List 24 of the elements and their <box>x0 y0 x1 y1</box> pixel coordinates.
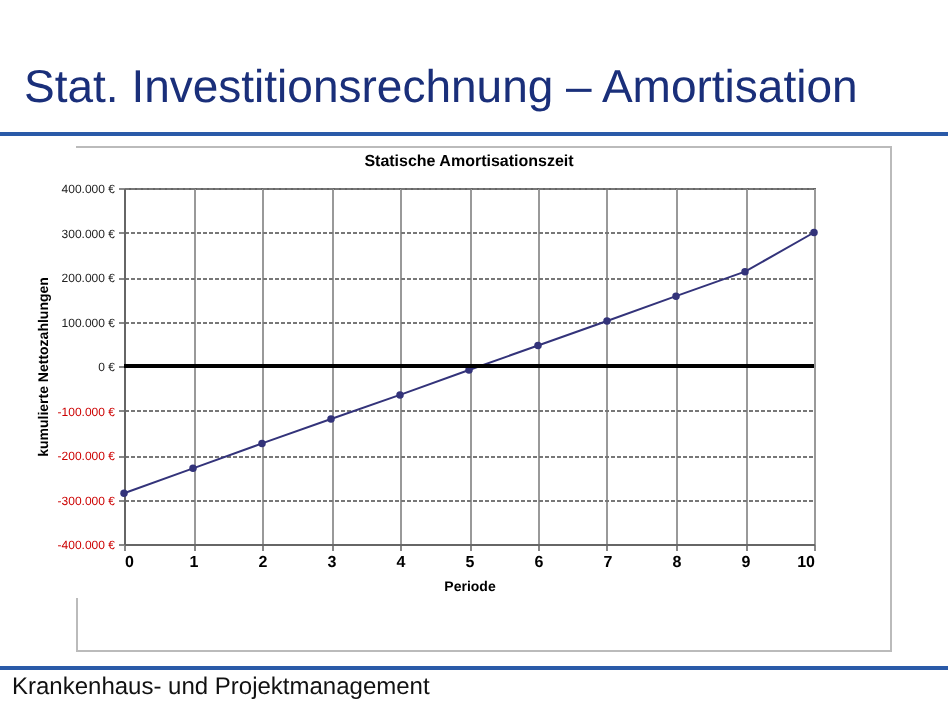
point <box>603 317 611 325</box>
point <box>396 391 404 399</box>
x-tick-label: 8 <box>672 553 683 571</box>
chart-subtitle: Statische Amortisationszeit <box>364 152 575 170</box>
x-tick-label: 7 <box>603 553 614 571</box>
point <box>120 489 128 497</box>
x-tick-label: 2 <box>258 553 269 571</box>
point <box>741 267 749 276</box>
point <box>534 341 542 350</box>
chart-title: Stat. Investitionsrechnung – Amortisation <box>24 60 858 114</box>
x-tick-label: 4 <box>396 553 407 571</box>
x-tick-label: 9 <box>741 553 752 571</box>
x-tick-label: 5 <box>465 553 476 571</box>
point <box>258 439 266 448</box>
x-tick-label: 10 <box>797 553 817 571</box>
x-tick-label: 6 <box>534 553 545 571</box>
point <box>189 464 197 473</box>
text: Krankenhaus- und Projektmanagement <box>12 672 430 700</box>
x-tick-label: 1 <box>189 553 200 571</box>
point <box>327 415 335 423</box>
point <box>672 292 680 300</box>
x-tick-label: 3 <box>327 553 338 571</box>
point <box>810 228 818 237</box>
x-tick-label: 0 <box>125 553 135 571</box>
